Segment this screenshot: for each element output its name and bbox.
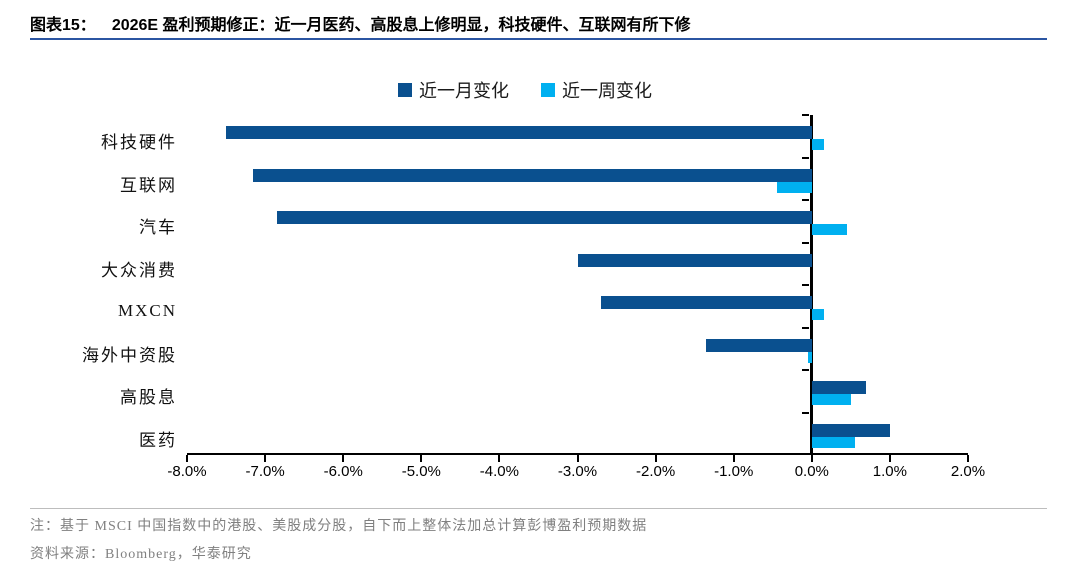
category-label-1: 互联网 — [120, 175, 177, 195]
zero-axis-row-tick — [802, 369, 810, 371]
category-label-2: 汽车 — [139, 218, 177, 238]
x-axis-tick-labels: -8.0% -7.0% -6.0% -5.0% -4.0% -3.0% -2.0% -1.0%… — [167, 463, 985, 485]
category-label-7: 医药 — [139, 430, 177, 450]
x-tick-label-9: 1.0% — [872, 463, 907, 480]
x-axis-line — [187, 453, 968, 455]
chart-source: 资料来源：Bloomberg，华泰研究 — [30, 547, 252, 562]
figure-number: 图表15： — [30, 17, 96, 34]
x-axis-tick — [654, 455, 657, 462]
x-axis-tick — [420, 455, 423, 462]
category-label-5: 海外中资股 — [82, 345, 177, 365]
category-label-3: 大众消费 — [101, 260, 177, 280]
bar-week-5 — [807, 351, 812, 363]
legend-swatch-icon — [541, 83, 555, 97]
x-tick-label-4: -4.0% — [479, 463, 519, 480]
figure-title-row: 图表15： 2026E 盈利预期修正：近一月医药、高股息上修明显，科技硬件、互联网… — [30, 11, 691, 35]
bar-week-4 — [811, 309, 824, 320]
bar-week-1 — [776, 181, 812, 193]
zero-axis-row-tick — [802, 411, 810, 414]
legend-swatch-icon — [398, 83, 412, 97]
x-tick-label-7: -1.0% — [714, 463, 754, 480]
category-label-0: 科技硬件 — [101, 133, 177, 153]
category-labels: 科技硬件互联网汽车大众消费 MXCN 海外中资股高股息医药 — [20, 115, 177, 455]
x-axis-tick — [264, 455, 267, 462]
footnote-divider — [30, 508, 1047, 509]
x-tick-label-8: 0.0% — [794, 463, 829, 480]
legend-item-week: 近一周变化 — [541, 77, 652, 103]
x-axis-tick — [498, 455, 501, 462]
category-label-4: MXCN — [117, 300, 177, 320]
bar-week-2 — [811, 224, 847, 235]
bar-week-0 — [811, 139, 824, 150]
legend-label: 近一周变化 — [562, 81, 652, 101]
zero-axis-row-tick — [802, 326, 810, 329]
bar-month-2 — [276, 211, 812, 224]
legend-item-month: 近一月变化 — [398, 77, 509, 103]
plot-area — [186, 114, 969, 462]
x-tick-label-1: -7.0% — [245, 463, 285, 480]
x-tick-label-0: -8.0% — [167, 463, 207, 480]
zero-axis-row-tick — [802, 241, 810, 244]
title-divider — [30, 38, 1047, 40]
bar-month-3 — [577, 253, 812, 267]
figure-title: 2026E 盈利预期修正：近一月医药、高股息上修明显，科技硬件、互联网有所下修 — [111, 17, 691, 34]
x-axis-tick — [576, 455, 579, 462]
bar-month-7 — [811, 423, 890, 437]
bar-month-6 — [811, 381, 867, 394]
zero-axis-row-tick — [802, 156, 810, 159]
x-tick-label-5: -3.0% — [557, 463, 598, 480]
x-tick-label-3: -5.0% — [401, 463, 441, 480]
x-axis-tick — [342, 455, 345, 462]
chart-legend: 近一月变化 近一周变化 — [398, 77, 652, 103]
x-tick-label-6: -2.0% — [636, 463, 676, 480]
x-axis-tick — [810, 455, 813, 462]
bar-month-5 — [706, 338, 812, 352]
bar-month-0 — [226, 126, 812, 139]
x-axis-tick — [186, 455, 188, 462]
bar-week-7 — [811, 436, 855, 448]
chart-note: 注：基于 MSCI 中国指数中的港股、美股成分股，自下而上整体法加总计算彭博盈利… — [30, 519, 648, 534]
zero-axis-row-tick — [802, 114, 810, 116]
x-tick-label-10: 2.0% — [950, 463, 986, 480]
x-tick-label-2: -6.0% — [323, 463, 363, 480]
x-axis-tick — [732, 455, 735, 462]
category-label-6: 高股息 — [120, 388, 177, 408]
zero-axis-row-tick — [802, 199, 810, 201]
legend-label: 近一月变化 — [419, 81, 509, 101]
x-axis-tick — [888, 455, 891, 462]
zero-axis-row-tick — [802, 284, 810, 286]
zero-axis-line — [810, 115, 814, 455]
bar-week-6 — [811, 394, 851, 405]
bar-month-4 — [600, 296, 812, 309]
x-axis-tick — [967, 455, 969, 462]
bar-month-1 — [253, 168, 812, 182]
